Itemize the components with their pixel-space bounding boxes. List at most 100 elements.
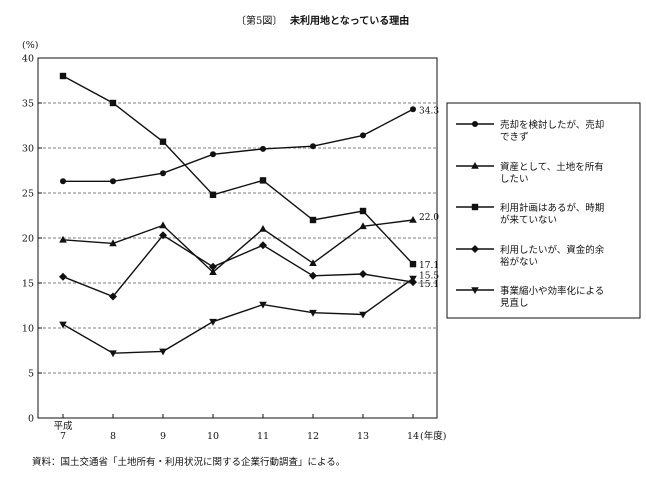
- x-tick-label: 12: [307, 431, 319, 442]
- data-point: [309, 309, 317, 317]
- data-point: [109, 99, 117, 107]
- series-circle: [60, 106, 416, 185]
- series-line: [62, 277, 414, 354]
- chart-title: 〔第5図〕 未利用地となっている理由: [236, 14, 409, 27]
- legend-box: [446, 102, 641, 319]
- data-point: [409, 216, 417, 223]
- legend-label: できず: [500, 132, 529, 143]
- data-point: [159, 231, 167, 240]
- y-tick-label: 5: [28, 369, 34, 380]
- series-triangle-up: [59, 216, 417, 275]
- figure-number: 〔第5図〕: [236, 14, 282, 27]
- y-tick-label: 20: [22, 234, 34, 245]
- data-point: [209, 262, 217, 271]
- data-point: [259, 177, 267, 184]
- legend-marker: [472, 121, 478, 127]
- legend-marker: [471, 162, 479, 169]
- data-point: [309, 271, 317, 280]
- axes: [37, 57, 438, 419]
- x-tick-label: 9: [160, 431, 166, 442]
- data-point: [359, 311, 367, 319]
- legend: 売却を検討したが、売却できず資産として、土地を所有したい利用計画はあるが、時期が…: [446, 102, 641, 319]
- end-value-label: 17.1: [419, 261, 439, 271]
- data-point: [59, 235, 67, 243]
- data-point: [309, 216, 317, 224]
- x-axis-unit: (年度): [420, 430, 446, 442]
- y-axis-ticks: 0 5 10 15 20 25 30 35 40: [22, 54, 42, 425]
- data-point: [159, 348, 167, 356]
- series-line: [62, 234, 414, 298]
- series-line: [62, 75, 414, 265]
- data-point: [410, 106, 416, 113]
- data-point: [409, 260, 417, 268]
- y-tick-label: 25: [22, 189, 34, 200]
- series-line: [62, 219, 414, 274]
- data-point: [59, 321, 67, 329]
- end-value-label: 15.5: [419, 272, 439, 282]
- data-point: [109, 350, 117, 358]
- end-value-label: 22.0: [419, 213, 439, 223]
- data-point: [359, 207, 367, 215]
- series-triangle-down: [59, 275, 417, 358]
- legend-label: 裕がない: [500, 256, 538, 268]
- data-point: [310, 143, 316, 150]
- x-tick-label: 8: [110, 431, 116, 442]
- y-tick-label: 10: [22, 324, 34, 335]
- legend-marker: [471, 287, 479, 294]
- legend-label: 資産として、土地を所有: [500, 161, 604, 173]
- x-tick-label: 14: [407, 431, 419, 442]
- end-value-label: 34.3: [419, 106, 439, 116]
- data-point: [109, 239, 117, 247]
- data-point: [409, 275, 417, 283]
- y-tick-label: 0: [28, 414, 34, 425]
- x-tick-label: 13: [357, 431, 369, 442]
- value-labels: 34.3 22.0 17.1 15.115.5: [419, 106, 439, 290]
- data-point: [159, 221, 167, 229]
- data-point: [359, 222, 367, 230]
- data-point: [160, 170, 166, 177]
- data-point: [59, 72, 67, 80]
- data-point: [59, 272, 67, 281]
- plot-frame: [37, 57, 438, 419]
- legend-label: が来ていない: [500, 214, 557, 226]
- era-label: 平成: [53, 420, 73, 432]
- y-tick-label: 15: [22, 279, 34, 290]
- data-point: [259, 225, 267, 232]
- y-tick-label: 40: [22, 54, 34, 65]
- series-line: [63, 108, 414, 183]
- series-square: [59, 72, 417, 268]
- data-point: [360, 132, 366, 139]
- x-tick-label: 10: [207, 431, 219, 442]
- x-tick-label: 11: [257, 431, 269, 442]
- source-note: 資料：国土交通省「土地所有・利用状況に関する企業行動調査」による。: [32, 456, 345, 468]
- x-axis-ticks: 7 8 9 10 11 12 13 14 平成 (年度): [53, 414, 446, 442]
- legend-label: 利用計画はあるが、時期: [500, 202, 604, 214]
- data-point: [60, 178, 66, 185]
- series-layer: [59, 72, 417, 358]
- legend-label: 利用したいが、資金的余: [500, 244, 605, 256]
- grid: [38, 102, 437, 374]
- data-point: [359, 270, 367, 278]
- data-point: [260, 145, 266, 152]
- data-point: [259, 241, 267, 250]
- data-point: [209, 268, 217, 275]
- data-point: [110, 178, 116, 185]
- data-point: [209, 191, 217, 198]
- y-tick-label: 30: [22, 144, 34, 155]
- legend-label: 事業縮小や効率化による: [500, 285, 604, 297]
- data-point: [159, 138, 167, 145]
- x-tick-label: 7: [60, 431, 66, 442]
- data-point: [210, 151, 216, 158]
- legend-label: 売却を検討したが、売却: [500, 119, 604, 131]
- series-diamond: [59, 231, 417, 301]
- legend-label: したい: [500, 174, 529, 185]
- legend-marker: [471, 245, 479, 253]
- data-point: [309, 259, 317, 266]
- legend-label: 見直し: [500, 297, 529, 309]
- chart-title-text: 未利用地となっている理由: [289, 14, 409, 27]
